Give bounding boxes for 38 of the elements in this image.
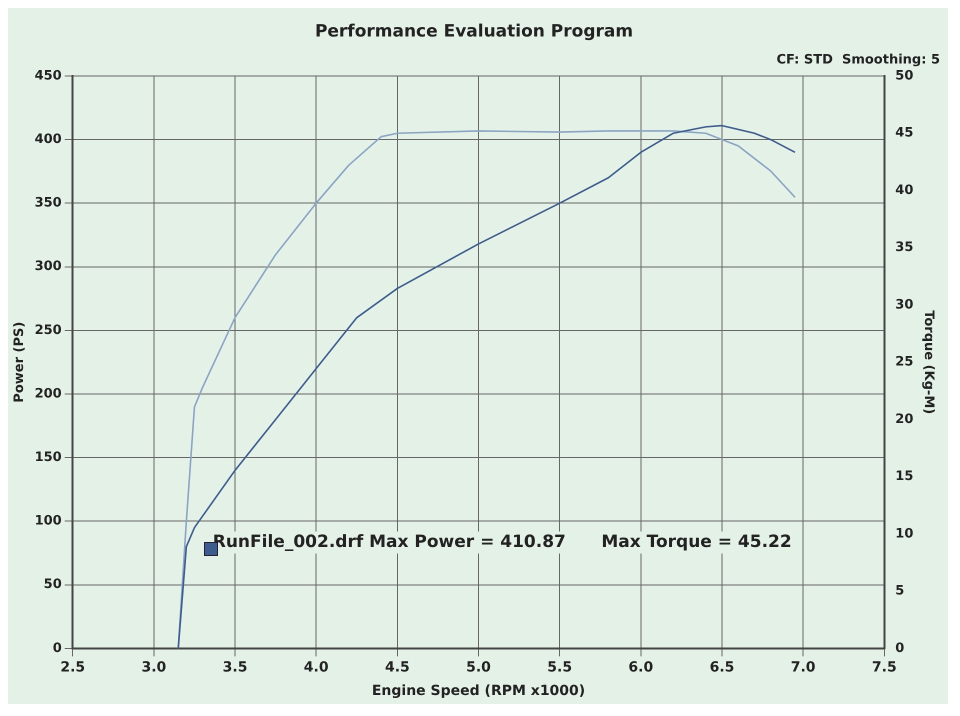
annotation: RunFile_002.drf Max Power = 410.87 Max Torque = 45.22 — [212, 532, 792, 552]
y-tick-label: 350 — [34, 196, 62, 211]
y2-tick-label: 30 — [895, 297, 914, 312]
chart-title: Performance Evaluation Program — [314, 22, 634, 42]
x-tick-label: 3.5 — [222, 659, 248, 676]
y-tick-label: 100 — [34, 514, 62, 529]
y-tick-label: 50 — [44, 577, 62, 592]
y2-tick-label: 0 — [895, 640, 904, 656]
y-tick-label: 400 — [34, 132, 62, 147]
chart-subtitle: CF: STD Smoothing: 5 — [776, 52, 940, 68]
x-tick-label: 6.0 — [628, 659, 654, 676]
x-tick-label: 4.0 — [304, 659, 329, 676]
x-tick-label: 5.5 — [547, 659, 572, 676]
y-tick-label: 450 — [34, 68, 62, 84]
y2-tick-label: 25 — [895, 354, 914, 370]
y2-tick-label: 10 — [895, 526, 914, 542]
y2-tick-label: 20 — [895, 412, 914, 427]
x-tick-label: 3.0 — [141, 659, 167, 676]
x-tick-label: 2.5 — [60, 659, 86, 676]
y-tick-label: 250 — [34, 322, 62, 338]
x-tick-label: 4.5 — [384, 659, 410, 676]
x-tick-label: 7.5 — [872, 659, 897, 676]
x-tick-label: 7.0 — [790, 659, 816, 676]
x-tick-label: 6.5 — [710, 659, 734, 676]
y2-tick-label: 15 — [895, 469, 914, 484]
y-tick-label: 150 — [34, 450, 62, 465]
y2-tick-label: 35 — [895, 240, 914, 256]
y-tick-label: 300 — [34, 259, 62, 274]
x-axis-title: Engine Speed (RPM x1000) — [372, 683, 586, 700]
y-tick-label: 0 — [52, 640, 62, 656]
x-tick-label: 5.0 — [466, 659, 492, 676]
y-tick-label: 200 — [34, 386, 62, 402]
y2-axis-title: Torque (Kg-M) — [920, 310, 936, 414]
y2-tick-label: 40 — [895, 182, 914, 198]
y2-tick-label: 5 — [895, 584, 904, 599]
y2-tick-label: 50 — [895, 68, 914, 84]
y2-tick-label: 45 — [895, 126, 914, 141]
y-axis-title: Power (PS) — [12, 322, 28, 403]
